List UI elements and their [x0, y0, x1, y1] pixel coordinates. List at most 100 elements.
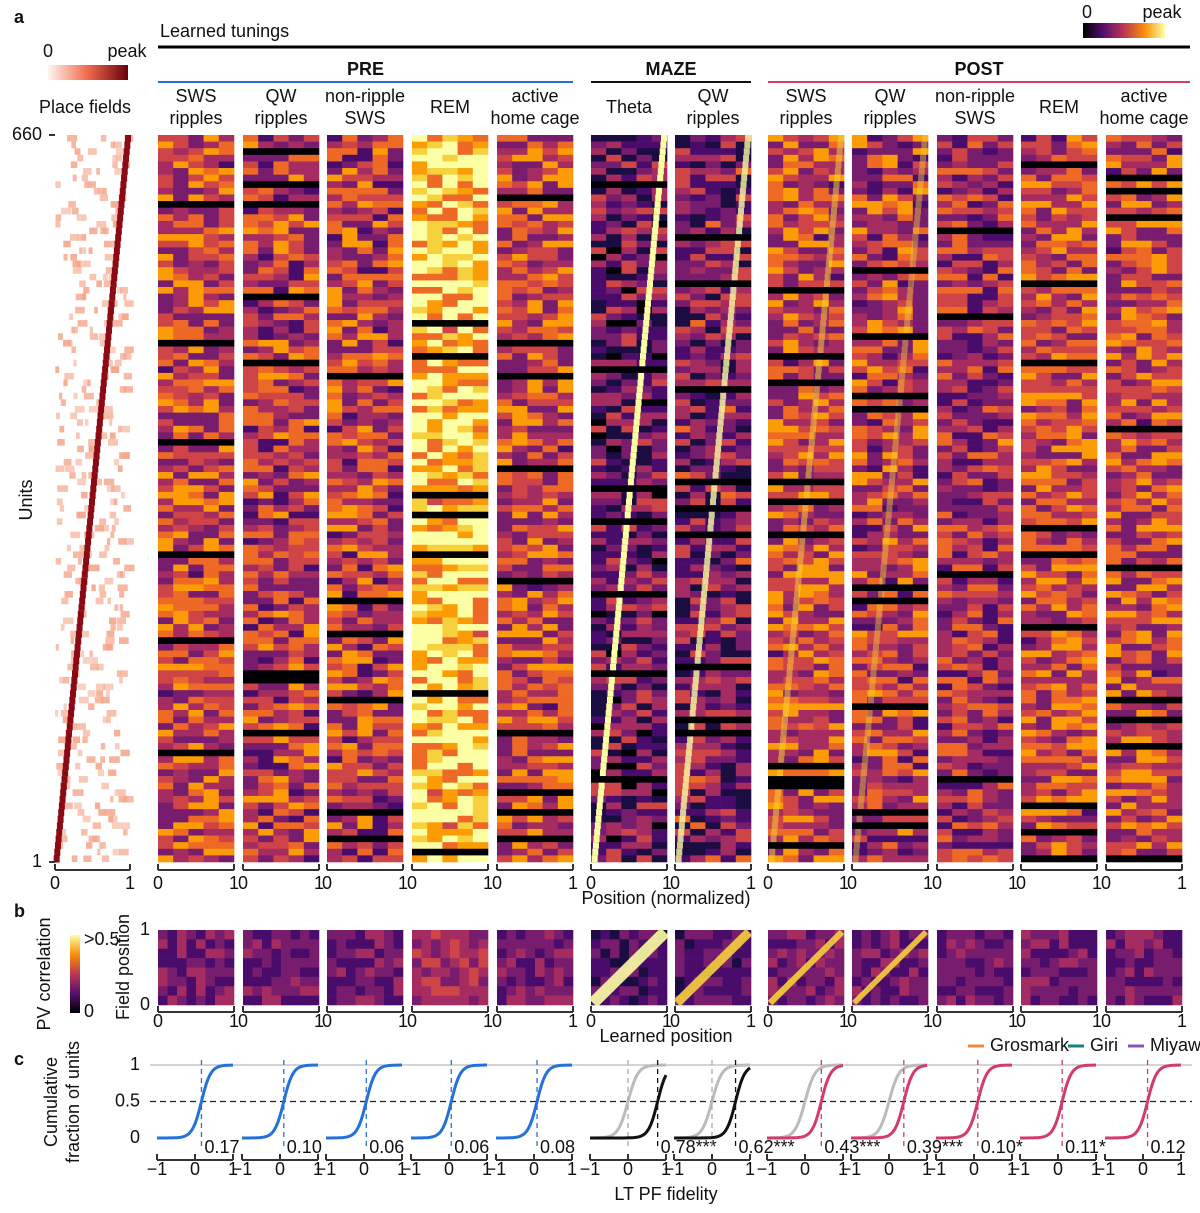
heatmap-cell — [637, 578, 653, 585]
heatmap-cell — [289, 789, 305, 796]
heatmap-cell — [543, 234, 559, 241]
heatmap-cell — [783, 538, 799, 545]
heatmap-cell — [304, 459, 320, 466]
heatmap-cell — [675, 631, 691, 638]
heatmap-cell — [721, 598, 737, 605]
heatmap-cell — [527, 842, 543, 849]
heatmap-cell — [637, 208, 653, 215]
heatmap-cell — [458, 399, 474, 406]
heatmap-cell — [412, 360, 428, 367]
heatmap-cell — [304, 512, 320, 519]
heatmap-cell — [388, 809, 404, 816]
heatmap-cell — [721, 565, 737, 572]
heatmap-cell — [412, 300, 428, 307]
heatmap-cell — [357, 307, 373, 314]
heatmap-cell — [705, 346, 721, 353]
heatmap-cell — [342, 300, 358, 307]
heatmap-cell — [606, 796, 622, 803]
heatmap-cell — [473, 789, 489, 796]
heatmap-cell — [512, 664, 528, 671]
heatmap-cell — [558, 809, 574, 816]
heatmap-cell — [58, 809, 64, 816]
heatmap-cell — [243, 717, 259, 724]
heatmap-cell — [736, 710, 752, 717]
heatmap-cell — [258, 208, 274, 215]
heatmap-cell — [412, 135, 428, 142]
heatmap-cell — [412, 287, 428, 294]
heatmap-cell — [606, 855, 622, 862]
heatmap-cell — [497, 512, 513, 519]
heatmap-cell — [736, 756, 752, 763]
heatmap-cell — [527, 558, 543, 565]
heatmap-cell — [388, 657, 404, 664]
heatmap-cell — [783, 346, 799, 353]
heatmap-cell — [188, 353, 204, 360]
heatmap-cell — [342, 228, 358, 235]
heatmap-cell — [357, 492, 373, 499]
heatmap-cell — [497, 161, 513, 168]
heatmap-cell — [327, 432, 343, 439]
heatmap-cell — [158, 518, 174, 525]
heatmap-cell — [243, 228, 259, 235]
heatmap-cell — [115, 234, 121, 241]
heatmap-cell — [289, 267, 305, 274]
heatmap-cell — [695, 651, 701, 658]
heatmap-cell — [71, 142, 76, 149]
x-tick-label: 1 — [125, 873, 135, 893]
heatmap-cell — [273, 822, 289, 829]
heatmap-cell — [458, 789, 474, 796]
heatmap-cell — [558, 294, 574, 301]
heatmap-cell — [388, 346, 404, 353]
heatmap-cell — [258, 809, 274, 816]
heatmap-cell — [543, 842, 559, 849]
heatmap-cell — [412, 809, 428, 816]
heatmap-cell — [204, 419, 220, 426]
heatmap-cell — [124, 346, 133, 353]
heatmap-cell — [783, 492, 799, 499]
heatmap-cell — [342, 538, 358, 545]
heatmap-cell — [273, 551, 289, 558]
heatmap-cell — [690, 307, 706, 314]
heatmap-cell — [736, 736, 752, 743]
heatmap-cell — [591, 624, 607, 631]
heatmap-cell — [512, 294, 528, 301]
heatmap-cell — [442, 789, 458, 796]
heatmap-cell — [606, 413, 622, 420]
heatmap-cell — [591, 591, 607, 598]
heatmap-cell — [357, 796, 373, 803]
heatmap-cell — [412, 142, 428, 149]
heatmap-cell — [412, 280, 428, 287]
heatmap-cell — [101, 743, 106, 750]
heatmap-cell — [243, 538, 259, 545]
heatmap-cell — [70, 234, 78, 241]
heatmap-cell — [558, 783, 574, 790]
heatmap-cell — [357, 578, 373, 585]
heatmap-cell — [783, 558, 799, 565]
heatmap-cell — [675, 194, 691, 201]
heatmap-cell — [497, 399, 513, 406]
heatmap-cell — [621, 274, 637, 281]
heatmap-cell — [304, 717, 320, 724]
heatmap-cell — [219, 829, 235, 836]
heatmap-cell — [118, 789, 126, 796]
heatmap-cell — [388, 829, 404, 836]
heatmap-cell — [357, 611, 373, 618]
heatmap-cell — [158, 201, 174, 208]
heatmap-cell — [327, 181, 343, 188]
heatmap-cell — [768, 175, 784, 182]
column-title: non-ripple — [325, 86, 405, 106]
heatmap-cell — [115, 789, 118, 796]
heatmap-cell — [473, 340, 489, 347]
heatmap-cell — [412, 439, 428, 446]
heatmap-cell — [458, 822, 474, 829]
heatmap-cell — [497, 730, 513, 737]
heatmap-cell — [658, 168, 664, 175]
heatmap-cell — [342, 499, 358, 506]
heatmap-cell — [705, 188, 721, 195]
heatmap-cell — [357, 280, 373, 287]
heatmap-cell — [458, 571, 474, 578]
heatmap-cell — [591, 465, 607, 472]
heatmap-cell — [829, 386, 845, 393]
heatmap-cell — [442, 208, 458, 215]
heatmap-cell — [558, 346, 574, 353]
